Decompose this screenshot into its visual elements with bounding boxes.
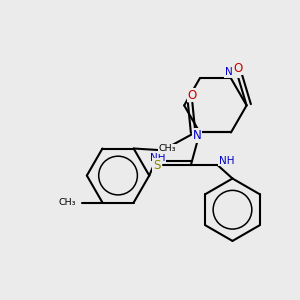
Text: NH: NH [225, 68, 240, 77]
Text: NH: NH [219, 156, 234, 166]
Text: NH: NH [150, 153, 166, 163]
Text: O: O [188, 89, 197, 102]
Text: O: O [233, 62, 242, 75]
Text: N: N [192, 129, 201, 142]
Text: CH₃: CH₃ [158, 144, 176, 153]
Text: CH₃: CH₃ [58, 198, 76, 207]
Text: S: S [153, 159, 160, 172]
